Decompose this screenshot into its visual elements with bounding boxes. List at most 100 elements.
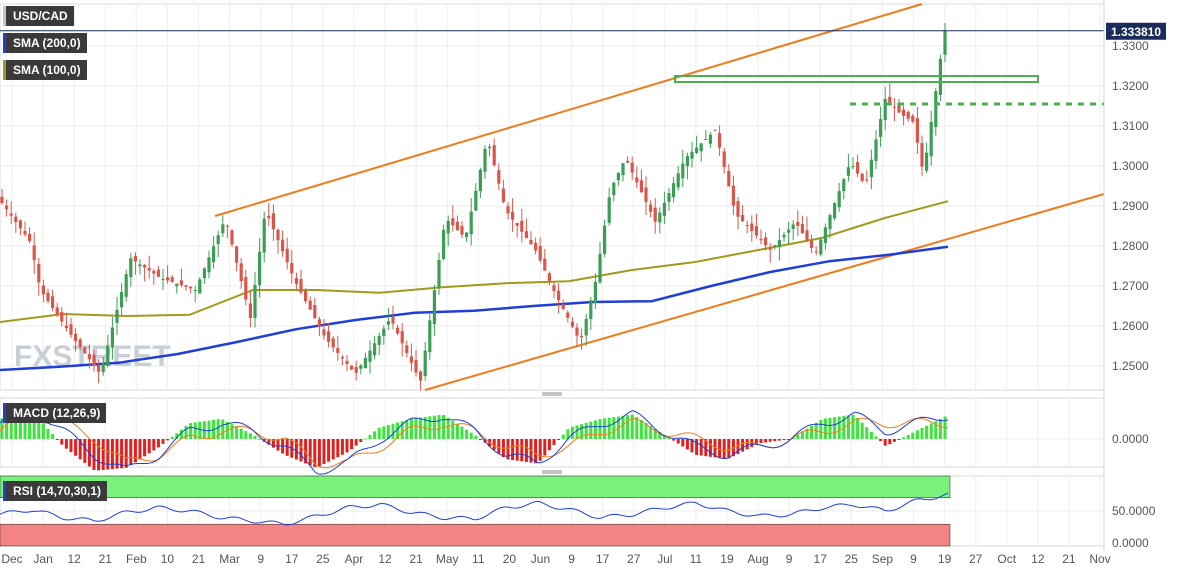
legend-sma200[interactable]: SMA (200,0) (3, 33, 87, 53)
macd-bar-positive (869, 431, 873, 439)
macd-bar-negative (147, 439, 151, 454)
macd-bar-negative (92, 439, 96, 470)
candle-up (695, 147, 699, 153)
macd-bar-positive (465, 429, 469, 439)
candle-up (221, 224, 225, 234)
macd-bar-positive (662, 434, 666, 439)
macd-bar-negative (124, 439, 128, 468)
legend-macd[interactable]: MACD (12,26,9) (3, 403, 107, 423)
macd-bar-positive (235, 426, 239, 439)
macd-bar-positive (851, 414, 855, 439)
macd-bar-positive (419, 417, 423, 439)
candle-up (607, 197, 611, 223)
x-tick-label: 19 (938, 552, 952, 566)
macd-bar-positive (184, 426, 188, 439)
macd-bar-positive (837, 416, 841, 439)
macd-bar-negative (152, 439, 156, 451)
macd-bar-positive (846, 415, 850, 439)
candle-down (78, 339, 82, 348)
candle-down (911, 115, 915, 122)
macd-bar-negative (557, 439, 561, 440)
candle-down (345, 360, 349, 364)
candle-down (630, 162, 634, 173)
x-tick-label: 9 (257, 552, 264, 566)
candle-up (110, 327, 114, 348)
candle-up (198, 279, 202, 294)
candle-up (106, 345, 110, 366)
macd-bar-negative (129, 439, 133, 466)
sma100-line (0, 200, 949, 323)
y-tick-label: 1.3200 (1112, 79, 1149, 93)
macd-bar-negative (106, 439, 110, 470)
macd-bar-negative (722, 439, 726, 459)
candle-up (193, 289, 197, 292)
candle-down (0, 196, 4, 204)
candle-down (897, 102, 901, 113)
candle-up (373, 343, 377, 356)
macd-bar-positive (409, 418, 413, 439)
macd-bar-positive (810, 425, 814, 439)
macd-bar-negative (497, 439, 501, 454)
candle-up (777, 239, 781, 247)
macd-bar-negative (782, 439, 786, 440)
candle-up (593, 282, 597, 303)
candle-up (207, 257, 211, 273)
macd-bar-negative (304, 439, 308, 464)
x-tick-label: Aug (747, 552, 768, 566)
macd-bar-negative (750, 439, 754, 448)
candle-up (708, 134, 712, 144)
x-tick-label: 27 (969, 552, 983, 566)
legend-sma100[interactable]: SMA (100,0) (3, 60, 87, 80)
candle-up (161, 278, 165, 281)
candle-up (368, 350, 372, 362)
macd-bar-positive (925, 425, 929, 439)
macd-bar-negative (267, 439, 271, 445)
candle-down (750, 223, 754, 231)
macd-bar-negative (55, 439, 59, 440)
macd-bar-positive (41, 423, 45, 439)
macd-bar-negative (524, 439, 528, 462)
macd-bar-negative (133, 439, 137, 463)
legend-rsi[interactable]: RSI (14,70,30,1) (3, 481, 108, 501)
macd-bar-positive (934, 421, 938, 439)
legend-price[interactable]: USD/CAD (3, 6, 74, 26)
candle-down (805, 230, 809, 241)
candle-up (833, 203, 837, 219)
x-tick-label: 12 (67, 552, 81, 566)
candle-down (340, 357, 344, 359)
candle-down (511, 211, 515, 220)
macd-bar-negative (83, 439, 87, 463)
x-tick-label: 21 (409, 552, 423, 566)
candle-up (773, 245, 777, 247)
macd-bar-negative (695, 439, 699, 455)
x-tick-label: 20 (503, 552, 517, 566)
candle-up (478, 169, 482, 192)
macd-bar-negative (520, 439, 524, 462)
candlesticks (0, 23, 947, 391)
macd-panel-frame (0, 397, 1105, 468)
legend-sma100-label: SMA (100,0) (13, 63, 81, 77)
candle-down (313, 305, 317, 319)
macd-bar-positive (667, 437, 671, 439)
candle-down (396, 327, 400, 334)
candle-up (621, 163, 625, 176)
candle-up (925, 152, 929, 171)
macd-bar-positive (630, 414, 634, 439)
candle-up (442, 229, 446, 259)
candle-down (281, 239, 285, 252)
macd-bar-negative (322, 439, 326, 464)
candle-down (635, 177, 639, 183)
macd-bar-positive (239, 428, 243, 439)
candle-down (156, 269, 160, 277)
macd-bar-positive (865, 427, 869, 439)
macd-bar-negative (340, 439, 344, 455)
candle-down (290, 262, 294, 274)
macd-line (0, 408, 949, 475)
grid-lines: FXSTREET (0, 3, 1105, 547)
candle-down (419, 371, 423, 381)
candle-down (294, 277, 298, 284)
x-tick-label: 19 (720, 552, 734, 566)
macd-bar-negative (777, 439, 781, 441)
macd-bar-negative (759, 439, 763, 444)
candle-down (810, 240, 814, 248)
